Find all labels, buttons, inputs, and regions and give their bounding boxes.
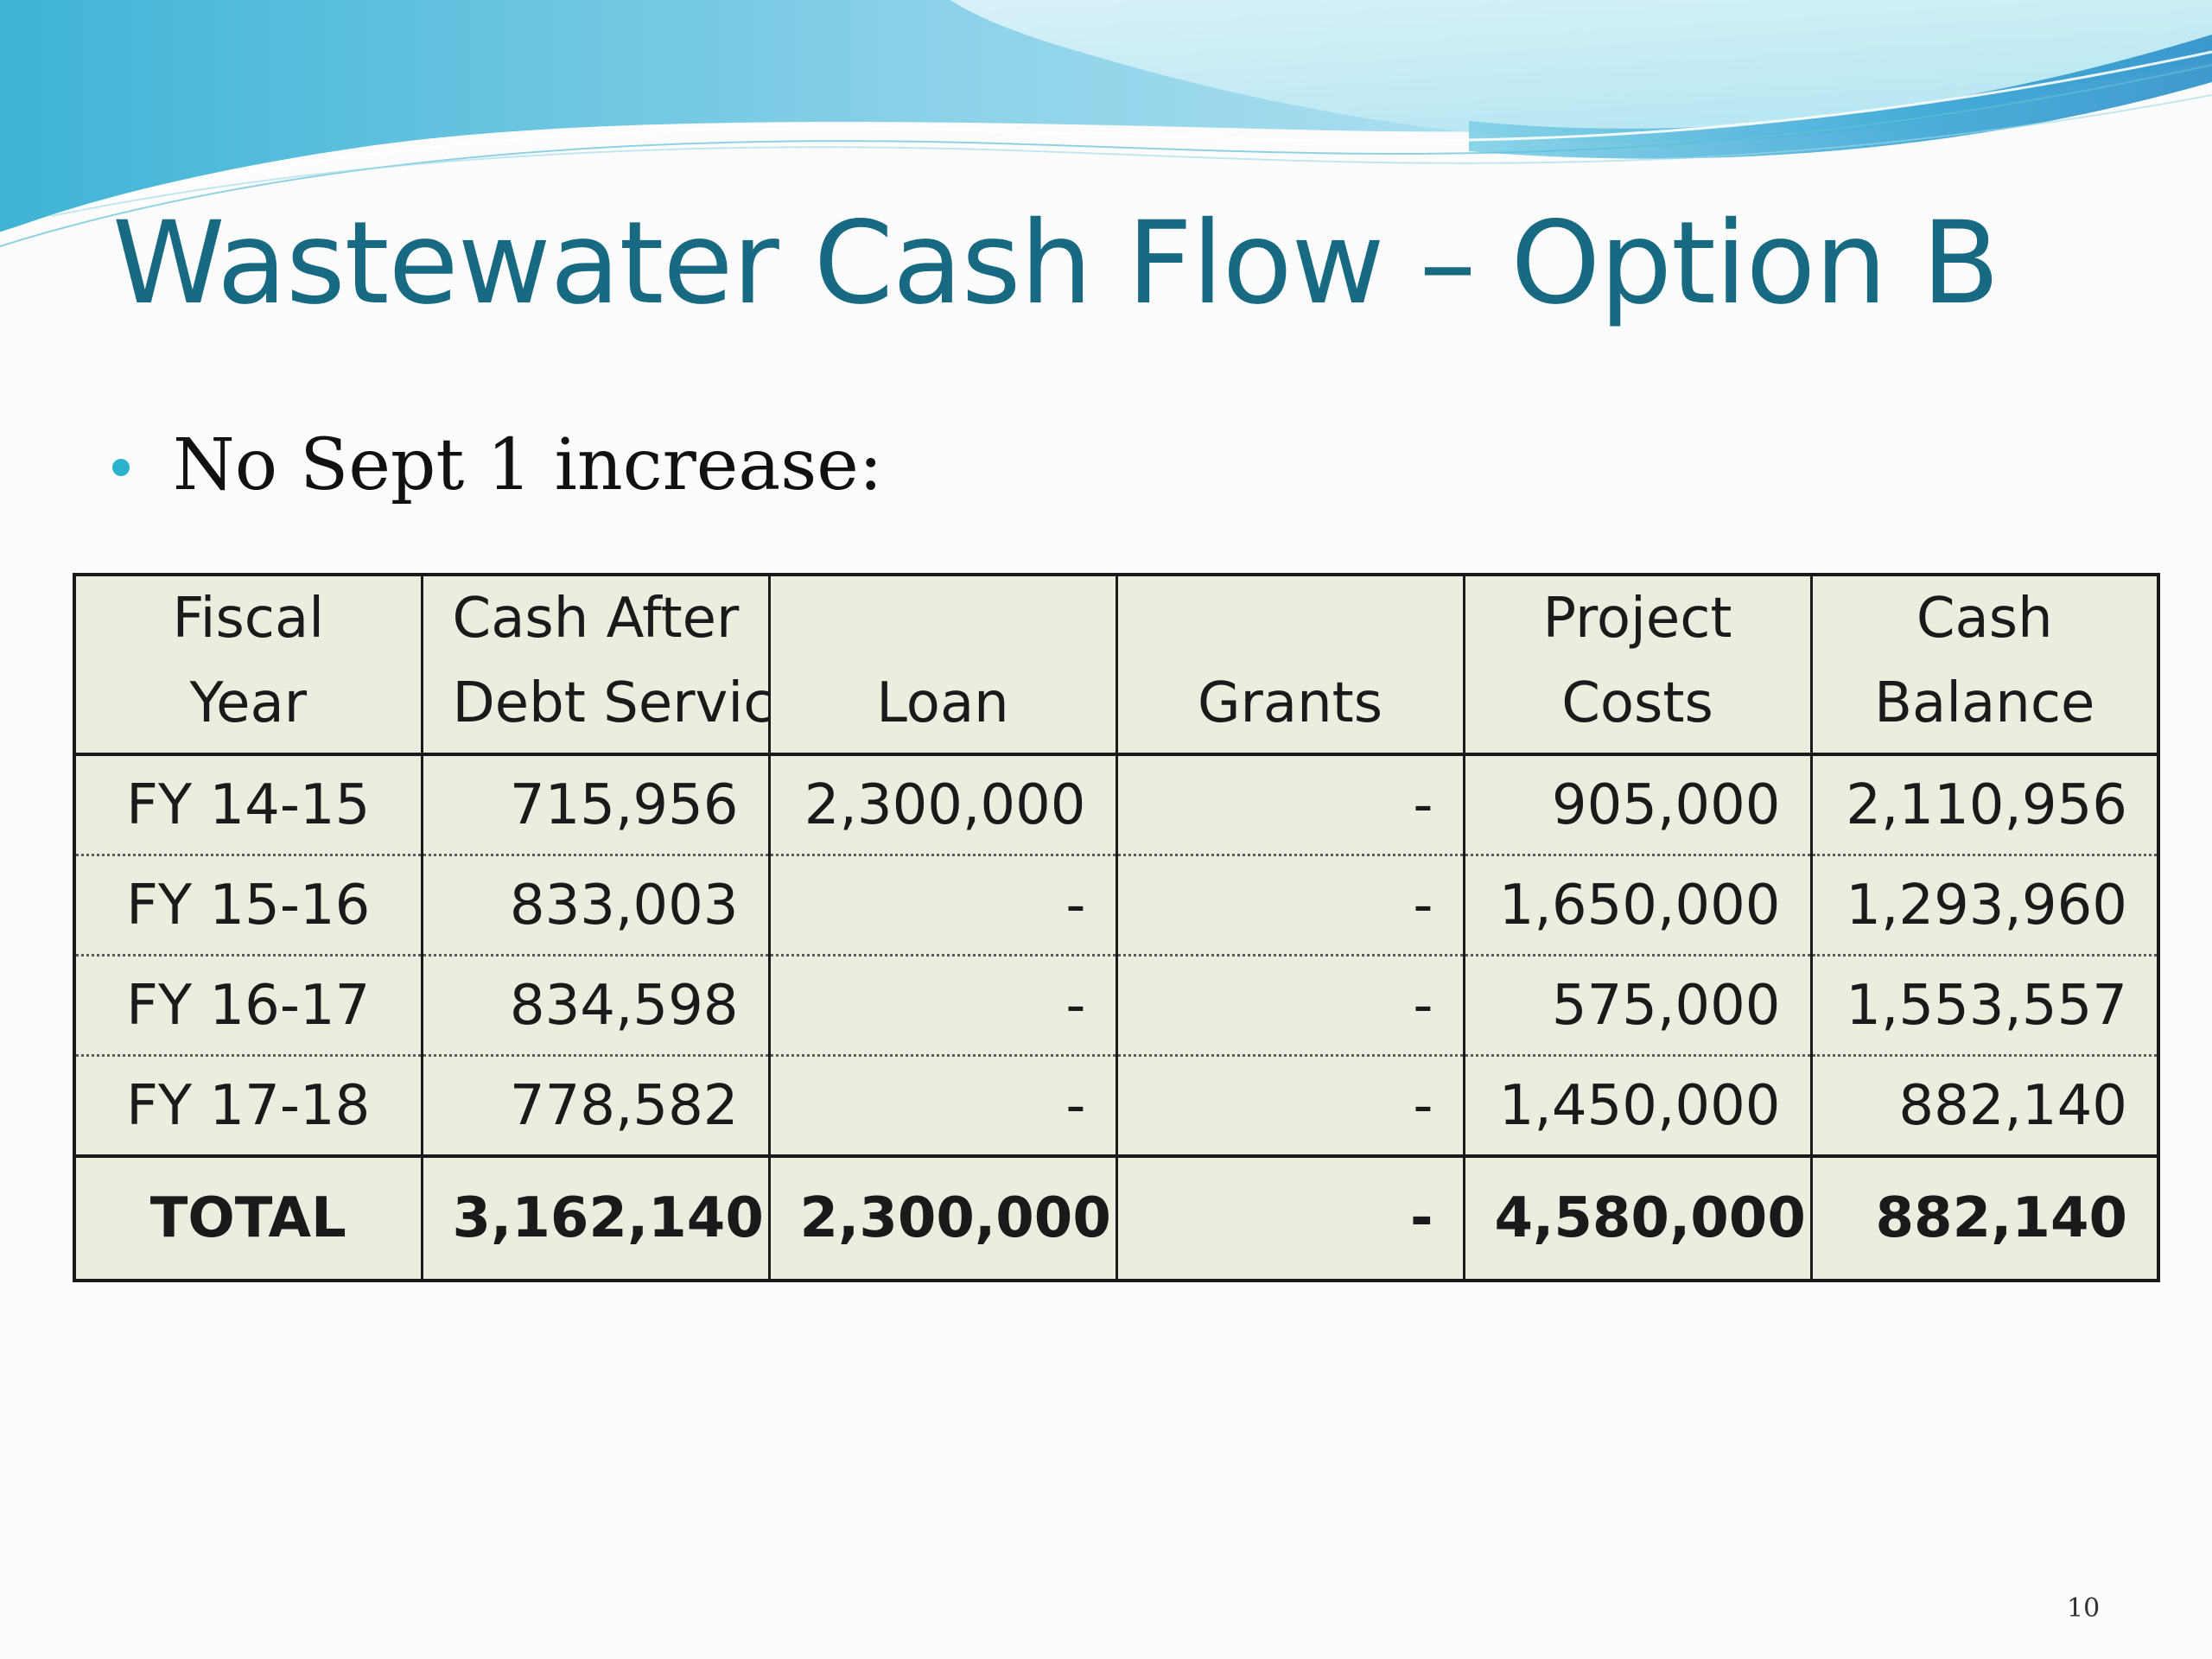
total-grants: - [1115, 1154, 1465, 1281]
cell-fiscal-year: FY 15-16 [73, 855, 423, 957]
total-project-costs: 4,580,000 [1462, 1154, 1813, 1281]
cell-cash-after-debt-service: 715,956 [420, 754, 771, 856]
cell-project-costs: 1,450,000 [1462, 1055, 1813, 1158]
header-loan: Loan [767, 575, 1118, 756]
table-row: FY 14-15 715,956 2,300,000 - 905,000 2,1… [73, 754, 2160, 856]
cell-project-costs: 905,000 [1462, 754, 1813, 856]
header-fiscal-year: Fiscal Year [73, 575, 423, 756]
header-project-costs: Project Costs [1462, 575, 1813, 756]
cell-cash-balance: 882,140 [1809, 1055, 2160, 1158]
table-row: FY 16-17 834,598 - - 575,000 1,553,557 [73, 955, 2160, 1057]
cell-loan: - [767, 955, 1118, 1057]
header-cash-balance: Cash Balance [1809, 575, 2160, 756]
total-loan: 2,300,000 [767, 1154, 1118, 1281]
table-row: FY 15-16 833,003 - - 1,650,000 1,293,960 [73, 855, 2160, 957]
cell-cash-after-debt-service: 778,582 [420, 1055, 771, 1158]
cell-loan: - [767, 1055, 1118, 1158]
table-row: FY 17-18 778,582 - - 1,450,000 882,140 [73, 1055, 2160, 1158]
bullet-text: No Sept 1 increase: [173, 423, 883, 506]
cell-loan: - [767, 855, 1118, 957]
cell-grants: - [1115, 955, 1465, 1057]
cell-grants: - [1115, 754, 1465, 856]
page-number: 10 [2067, 1593, 2101, 1624]
cell-cash-after-debt-service: 834,598 [420, 955, 771, 1057]
bullet-item: No Sept 1 increase: [112, 413, 882, 517]
cell-cash-balance: 1,553,557 [1809, 955, 2160, 1057]
bullet-dot-icon [112, 459, 130, 476]
cell-cash-after-debt-service: 833,003 [420, 855, 771, 957]
total-cash-balance: 882,140 [1809, 1154, 2160, 1281]
cell-project-costs: 575,000 [1462, 955, 1813, 1057]
cell-loan: 2,300,000 [767, 754, 1118, 856]
cell-project-costs: 1,650,000 [1462, 855, 1813, 957]
cell-fiscal-year: FY 14-15 [73, 754, 423, 856]
total-cash-after-debt-service: 3,162,140 [420, 1154, 771, 1281]
cell-grants: - [1115, 1055, 1465, 1158]
cell-cash-balance: 2,110,956 [1809, 754, 2160, 856]
table-total-row: TOTAL 3,162,140 2,300,000 - 4,580,000 88… [73, 1154, 2160, 1281]
slide-title: Wastewater Cash Flow – Option B [112, 197, 1999, 330]
header-wave-decoration [0, 0, 2212, 247]
cell-fiscal-year: FY 16-17 [73, 955, 423, 1057]
total-label: TOTAL [73, 1154, 423, 1281]
cell-grants: - [1115, 855, 1465, 957]
cell-cash-balance: 1,293,960 [1809, 855, 2160, 957]
header-grants: Grants [1115, 575, 1465, 756]
cell-fiscal-year: FY 17-18 [73, 1055, 423, 1158]
